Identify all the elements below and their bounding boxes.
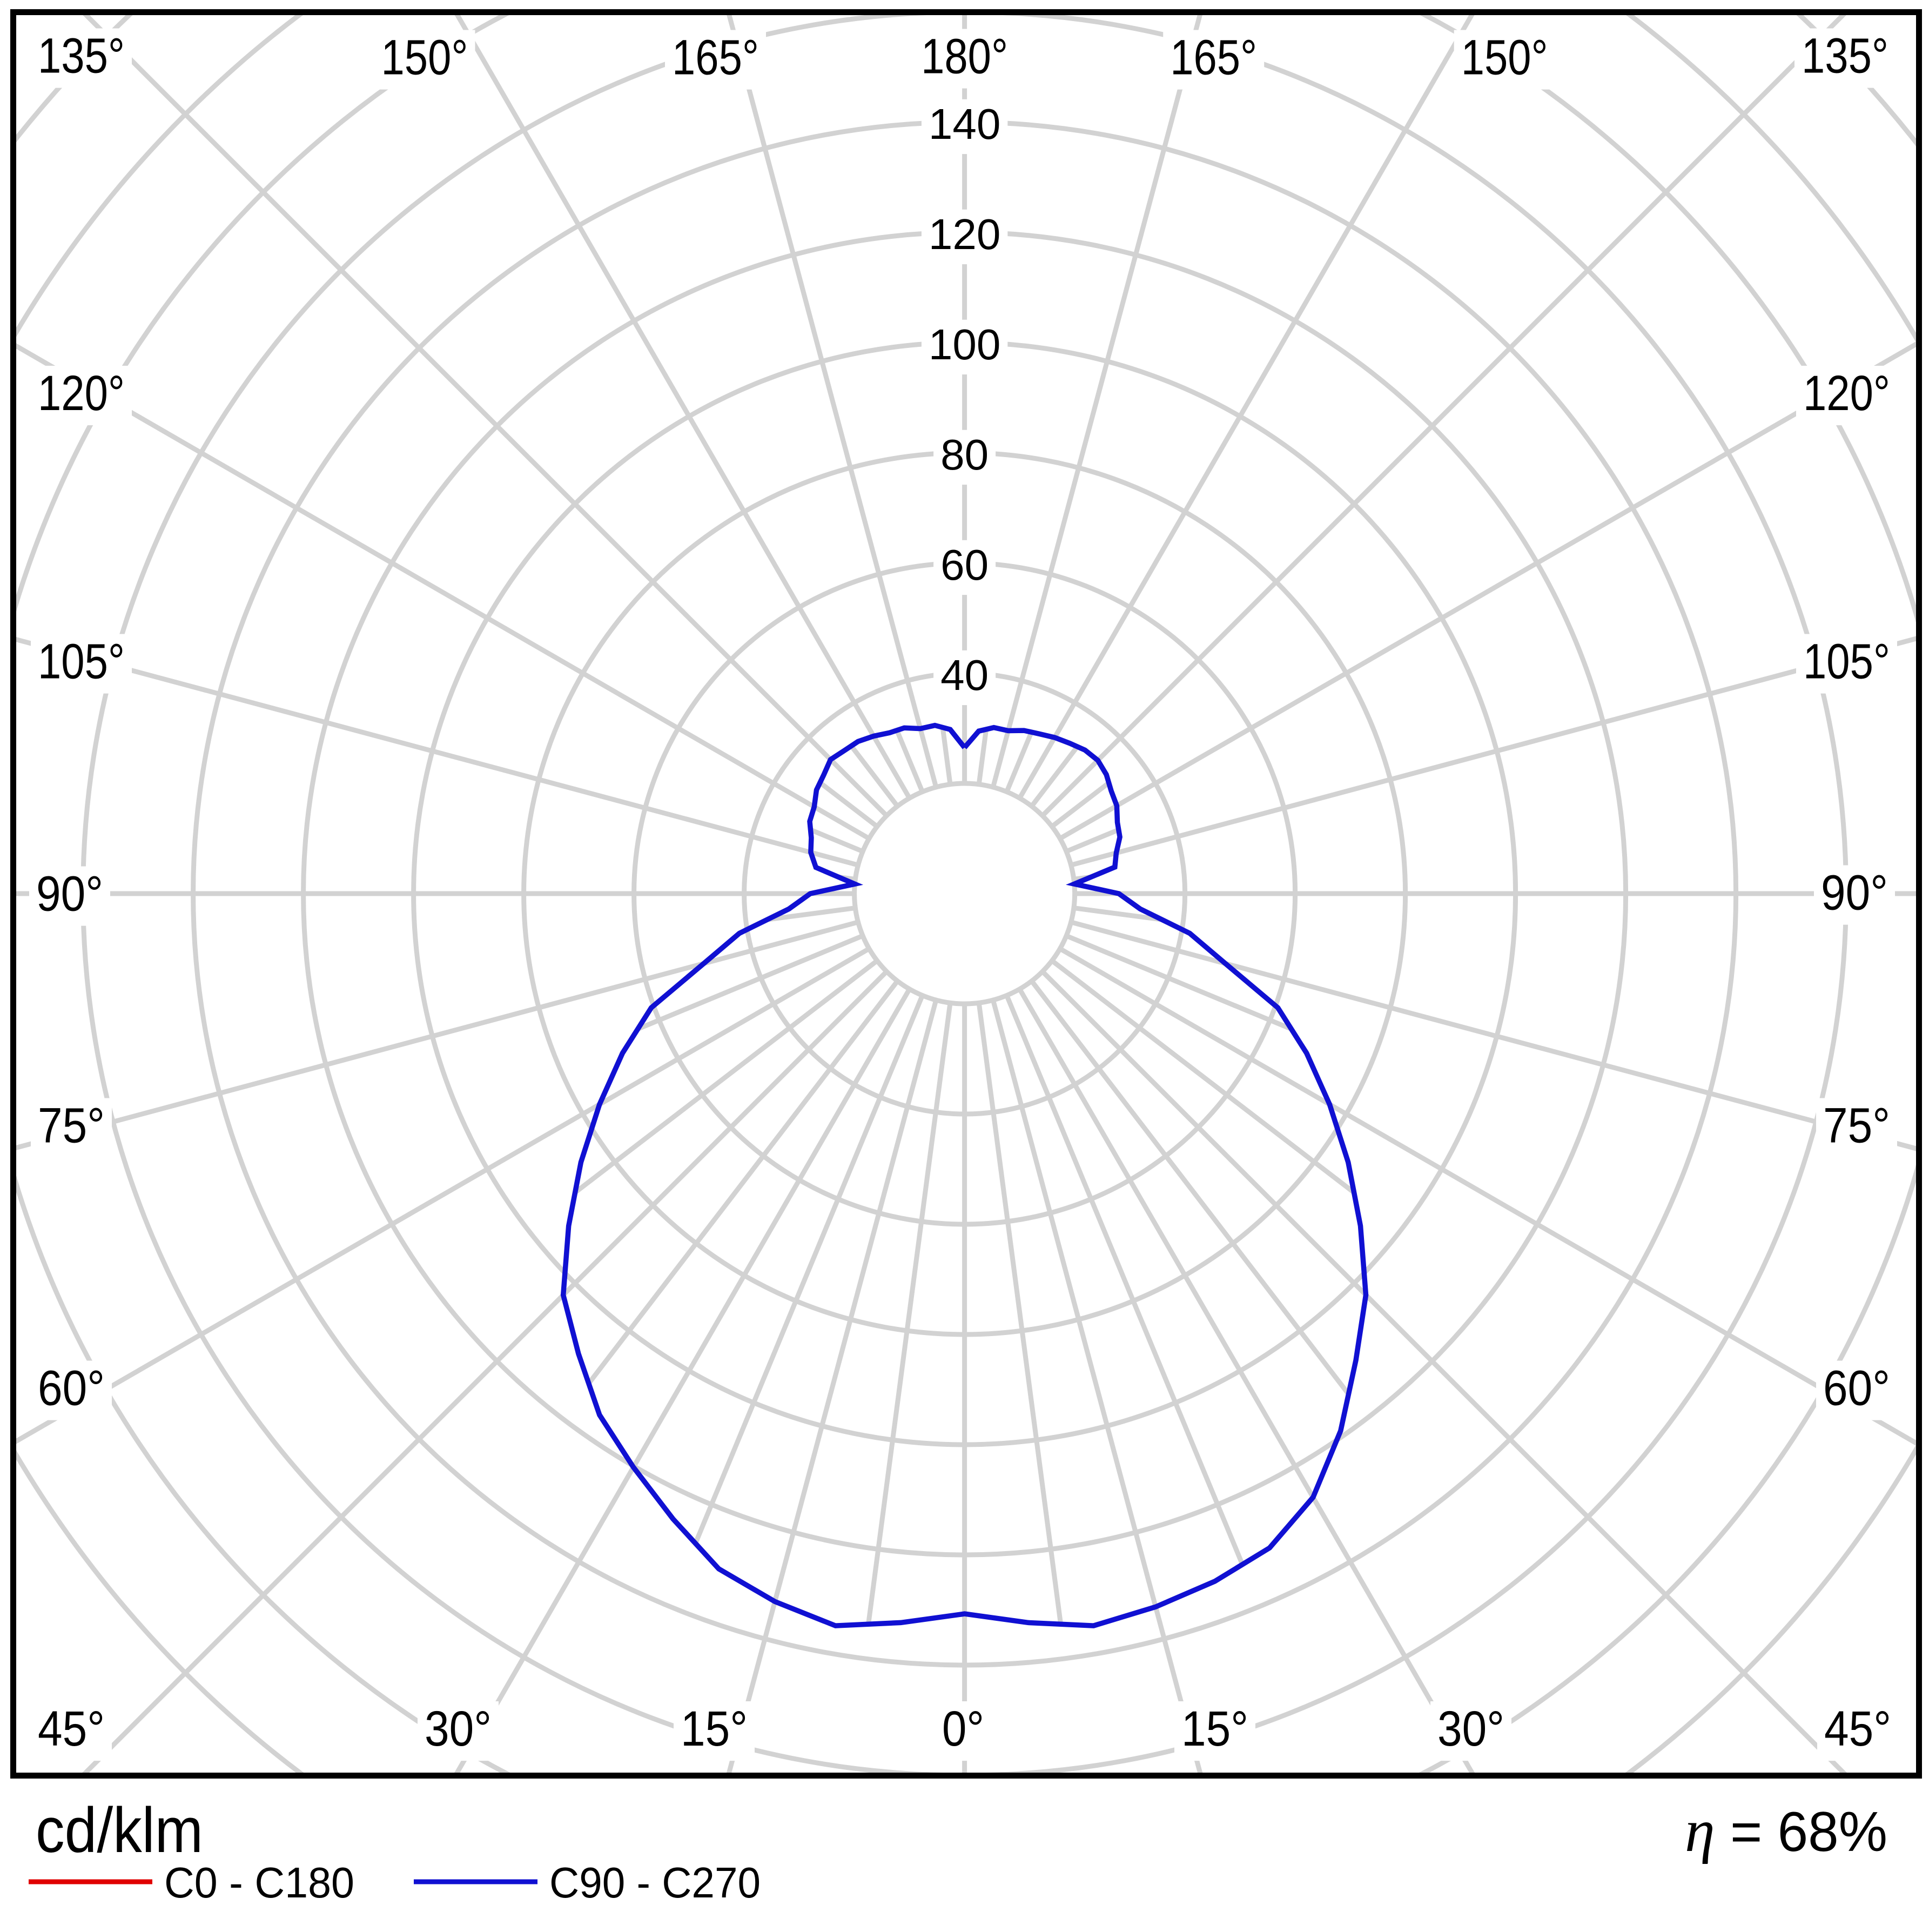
svg-text:cd/klm: cd/klm [36, 1795, 203, 1866]
svg-text:135°: 135° [38, 29, 125, 84]
svg-text:75°: 75° [1823, 1098, 1890, 1153]
svg-text:105°: 105° [38, 634, 125, 689]
svg-text:90°: 90° [36, 867, 103, 922]
svg-text:100: 100 [929, 320, 1000, 368]
svg-text:150°: 150° [1461, 30, 1548, 85]
svg-text:140: 140 [929, 100, 1000, 148]
svg-text:= 68%: = 68% [1730, 1801, 1887, 1863]
svg-text:80: 80 [940, 431, 989, 479]
svg-text:30°: 30° [425, 1701, 492, 1756]
svg-text:η: η [1685, 1797, 1715, 1864]
svg-text:60°: 60° [38, 1361, 105, 1416]
svg-text:15°: 15° [681, 1701, 748, 1756]
svg-text:120°: 120° [1803, 366, 1890, 421]
svg-text:C90 - C270: C90 - C270 [549, 1859, 761, 1907]
svg-text:60: 60 [940, 541, 989, 589]
svg-text:0°: 0° [942, 1701, 984, 1756]
svg-text:45°: 45° [1824, 1701, 1891, 1756]
svg-text:40: 40 [940, 651, 989, 699]
svg-text:120: 120 [929, 210, 1000, 258]
svg-text:135°: 135° [1802, 29, 1888, 84]
svg-text:60°: 60° [1823, 1361, 1890, 1416]
svg-text:180°: 180° [921, 29, 1008, 84]
svg-text:105°: 105° [1803, 634, 1890, 689]
svg-text:165°: 165° [672, 30, 759, 85]
svg-text:75°: 75° [38, 1098, 105, 1153]
svg-text:165°: 165° [1170, 30, 1257, 85]
svg-text:120°: 120° [38, 366, 125, 421]
svg-text:C0 - C180: C0 - C180 [164, 1859, 354, 1907]
svg-text:45°: 45° [38, 1701, 105, 1756]
svg-text:150°: 150° [381, 30, 468, 85]
svg-text:15°: 15° [1181, 1701, 1248, 1756]
svg-text:90°: 90° [1821, 866, 1888, 921]
svg-text:30°: 30° [1437, 1701, 1504, 1756]
